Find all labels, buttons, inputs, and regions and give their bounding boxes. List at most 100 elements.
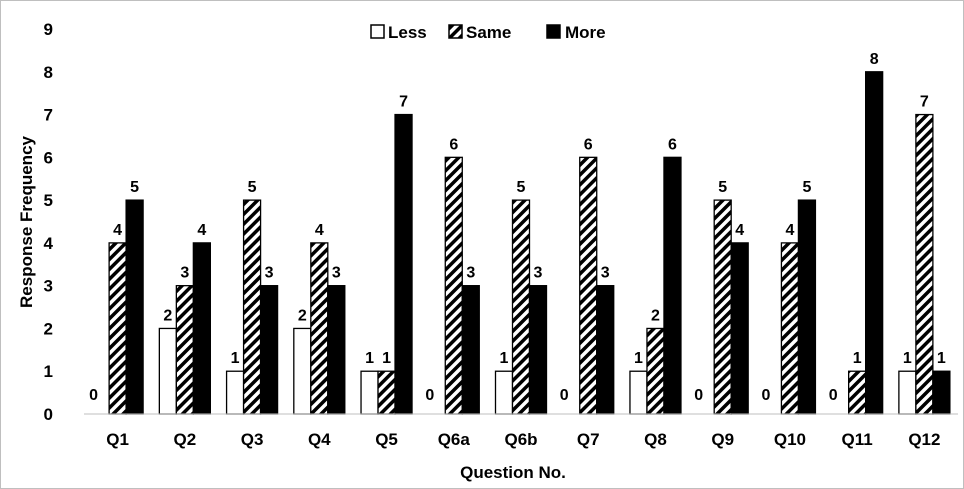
y-tick-label: 9 bbox=[44, 20, 53, 39]
bar-more bbox=[327, 285, 346, 415]
data-label-more: 7 bbox=[399, 94, 408, 111]
y-tick-label: 3 bbox=[44, 277, 53, 296]
data-label-more: 6 bbox=[668, 136, 677, 153]
data-label-less: 0 bbox=[829, 387, 838, 404]
x-tick-label: Q2 bbox=[174, 430, 197, 449]
x-axis-title: Question No. bbox=[460, 463, 566, 482]
data-label-less: 1 bbox=[231, 350, 240, 367]
data-label-more: 3 bbox=[601, 265, 610, 282]
y-tick-label: 5 bbox=[44, 191, 53, 210]
bar-group-q9: 0 5 4 bbox=[694, 179, 749, 415]
x-tick-label: Q8 bbox=[644, 430, 667, 449]
data-label-same: 5 bbox=[718, 179, 727, 196]
bar-more bbox=[528, 285, 548, 415]
data-label-same: 4 bbox=[785, 222, 794, 239]
bar-same bbox=[511, 199, 531, 415]
bar-group-q6b: 1 5 3 bbox=[494, 179, 548, 415]
bar-less bbox=[225, 370, 245, 415]
data-label-same: 7 bbox=[920, 94, 929, 111]
data-label-same: 4 bbox=[113, 222, 122, 239]
x-tick-label: Q10 bbox=[774, 430, 806, 449]
y-tick-label: 7 bbox=[44, 106, 53, 125]
x-tick-label: Q5 bbox=[375, 430, 398, 449]
legend-item-less: Less bbox=[370, 23, 427, 42]
y-tick-label: 0 bbox=[44, 405, 53, 424]
bar-more bbox=[259, 285, 279, 415]
bar-more bbox=[192, 242, 211, 415]
bar-more bbox=[865, 71, 884, 415]
bar-group-q2: 2 3 4 bbox=[158, 222, 211, 415]
bar-more bbox=[394, 113, 413, 415]
x-tick-label: Q4 bbox=[308, 430, 331, 449]
y-axis-ticks: 0 1 2 3 4 5 6 7 8 9 bbox=[44, 20, 54, 424]
legend-swatch-same bbox=[448, 24, 463, 39]
bar-same bbox=[848, 370, 867, 415]
bar-same bbox=[175, 285, 194, 415]
bar-more bbox=[932, 370, 951, 415]
y-axis-title: Response Frequency bbox=[17, 135, 36, 307]
bar-more bbox=[797, 199, 817, 415]
data-label-same: 5 bbox=[248, 179, 257, 196]
bar-less bbox=[898, 370, 917, 415]
x-tick-label: Q7 bbox=[577, 430, 600, 449]
bar-less bbox=[360, 370, 379, 415]
x-tick-label: Q11 bbox=[842, 430, 873, 449]
x-tick-label: Q9 bbox=[711, 430, 734, 449]
bar-group-q7: 0 6 3 bbox=[560, 136, 615, 415]
data-label-less: 0 bbox=[560, 387, 569, 404]
y-tick-label: 6 bbox=[44, 148, 53, 167]
bar-more bbox=[730, 242, 749, 415]
bar-more bbox=[596, 285, 615, 415]
bar-group-q3: 1 5 3 bbox=[225, 179, 279, 415]
legend: Less Same More bbox=[370, 23, 606, 42]
x-tick-label: Q1 bbox=[106, 430, 129, 449]
y-tick-label: 2 bbox=[44, 319, 53, 338]
data-label-more: 1 bbox=[937, 350, 946, 367]
legend-swatch-more bbox=[546, 24, 561, 39]
data-label-more: 5 bbox=[802, 179, 811, 196]
bar-group-q1: 0 4 5 bbox=[89, 179, 144, 415]
data-label-same: 1 bbox=[853, 350, 862, 367]
data-label-less: 1 bbox=[903, 350, 912, 367]
data-label-more: 8 bbox=[870, 51, 879, 68]
data-label-more: 3 bbox=[265, 265, 274, 282]
x-tick-label: Q3 bbox=[241, 430, 264, 449]
data-label-less: 2 bbox=[298, 307, 307, 324]
data-label-more: 3 bbox=[466, 265, 475, 282]
bar-group-q12: 1 7 1 bbox=[898, 94, 951, 415]
data-label-less: 0 bbox=[694, 387, 703, 404]
data-label-same: 6 bbox=[584, 136, 593, 153]
bar-more bbox=[663, 156, 682, 415]
bar-same bbox=[780, 242, 800, 415]
bar-less bbox=[494, 370, 514, 415]
data-label-less: 0 bbox=[425, 387, 434, 404]
data-label-same: 1 bbox=[382, 350, 391, 367]
data-label-less: 1 bbox=[634, 350, 643, 367]
data-label-less: 0 bbox=[89, 387, 98, 404]
data-label-more: 3 bbox=[534, 265, 543, 282]
bar-group-q4: 2 4 3 bbox=[293, 222, 346, 415]
data-label-same: 5 bbox=[517, 179, 526, 196]
bar-more bbox=[125, 199, 144, 415]
legend-label-more: More bbox=[565, 23, 606, 42]
x-axis-ticks: Q1 Q2 Q3 Q4 Q5 Q6a Q6b Q7 Q8 Q9 Q10 Q11 Q12 bbox=[106, 430, 940, 449]
bar-group-q6a: 0 6 3 bbox=[425, 136, 480, 415]
legend-swatch-less bbox=[370, 24, 385, 39]
bar-same bbox=[108, 242, 127, 415]
data-label-less: 1 bbox=[365, 350, 374, 367]
data-label-more: 3 bbox=[332, 265, 341, 282]
data-label-same: 3 bbox=[180, 265, 189, 282]
legend-item-more: More bbox=[546, 23, 606, 42]
data-label-less: 2 bbox=[163, 307, 172, 324]
bar-group-q10: 0 4 5 bbox=[761, 179, 817, 415]
data-label-same: 2 bbox=[651, 307, 660, 324]
bar-same bbox=[579, 156, 598, 415]
bar-less bbox=[629, 370, 648, 415]
bar-same bbox=[444, 156, 463, 415]
bar-more bbox=[461, 285, 480, 415]
bar-less bbox=[158, 327, 177, 415]
y-tick-label: 1 bbox=[44, 362, 53, 381]
bar-less bbox=[293, 327, 312, 415]
